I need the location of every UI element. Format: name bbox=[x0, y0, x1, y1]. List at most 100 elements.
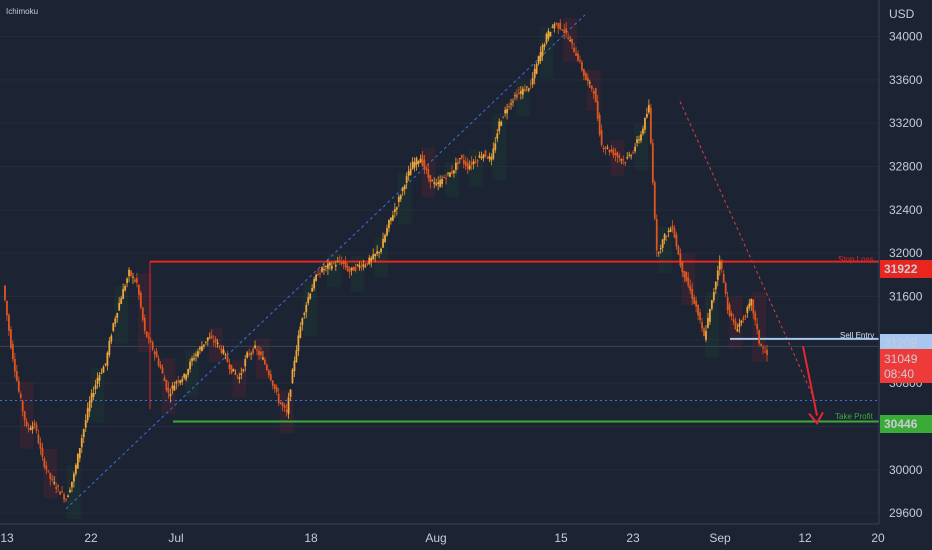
candle-body bbox=[244, 359, 247, 367]
candle-body bbox=[541, 45, 544, 56]
candle-body bbox=[67, 495, 69, 498]
candle-body bbox=[521, 88, 524, 95]
y-tick-label: 29600 bbox=[889, 506, 923, 520]
candle-body bbox=[376, 251, 379, 254]
candle-body bbox=[397, 196, 400, 202]
candle-body bbox=[260, 351, 262, 356]
candle-body bbox=[84, 420, 87, 428]
candle-body bbox=[649, 107, 652, 144]
cloud-patch bbox=[19, 381, 34, 449]
candle-body bbox=[535, 63, 538, 74]
candle-body bbox=[116, 313, 119, 318]
candle-body bbox=[21, 400, 24, 412]
candle-body bbox=[679, 253, 682, 266]
candle-body bbox=[659, 248, 662, 250]
candle-body bbox=[43, 458, 46, 467]
candle-body bbox=[504, 109, 507, 114]
candle-body bbox=[240, 373, 243, 375]
candle-body bbox=[427, 169, 430, 178]
candle-body bbox=[671, 225, 674, 230]
candle-body bbox=[287, 397, 290, 415]
candle-body bbox=[661, 239, 664, 248]
candle-body bbox=[714, 281, 717, 290]
candle-body bbox=[161, 367, 164, 374]
candle-body bbox=[391, 215, 394, 221]
candle-body bbox=[222, 349, 225, 354]
candle-body bbox=[429, 175, 432, 183]
candle-body bbox=[669, 229, 672, 233]
candle-body bbox=[441, 178, 444, 184]
candle-body bbox=[390, 217, 392, 221]
time-axis[interactable]: 13 22 Jul 18 Aug 15 23 Sep 12 20 bbox=[0, 531, 885, 545]
candle-body bbox=[407, 171, 410, 176]
candle-body bbox=[372, 254, 375, 260]
candle-body bbox=[273, 384, 276, 390]
candle-body bbox=[439, 180, 442, 187]
candle-body bbox=[604, 147, 607, 150]
candle-body bbox=[181, 379, 184, 382]
candle-body bbox=[199, 347, 201, 350]
cloud-patch bbox=[90, 367, 105, 423]
candle-body bbox=[610, 149, 613, 152]
candle-body bbox=[701, 322, 703, 329]
candle-body bbox=[55, 487, 58, 489]
candle-body bbox=[474, 161, 477, 163]
projection-arrowhead bbox=[808, 411, 824, 426]
candle-body bbox=[248, 353, 251, 355]
candle-body bbox=[732, 319, 735, 322]
candle-body bbox=[163, 377, 166, 382]
candle-body bbox=[311, 287, 314, 292]
candle-body bbox=[252, 348, 254, 354]
candle-body bbox=[291, 369, 294, 384]
candle-body bbox=[677, 246, 680, 255]
candle-body bbox=[350, 267, 353, 271]
candle-body bbox=[317, 274, 319, 276]
cloud-patch bbox=[445, 161, 459, 198]
candle-body bbox=[484, 150, 487, 157]
take-profit-price-tag: 30446 bbox=[880, 415, 932, 433]
candle-body bbox=[226, 356, 229, 363]
cloud-patch bbox=[704, 291, 719, 358]
candle-body bbox=[301, 318, 304, 326]
candle-body bbox=[596, 101, 599, 119]
candle-body bbox=[409, 168, 412, 176]
candle-body bbox=[374, 253, 377, 257]
candle-body bbox=[451, 171, 453, 174]
candle-body bbox=[173, 385, 176, 391]
candle-body bbox=[293, 360, 296, 372]
candle-body bbox=[508, 105, 510, 108]
candle-body bbox=[488, 156, 491, 159]
candle-body bbox=[360, 267, 363, 269]
candle-body bbox=[334, 264, 337, 267]
candle-body bbox=[124, 286, 126, 291]
candle-body bbox=[210, 335, 213, 338]
candle-body bbox=[364, 265, 367, 267]
candle-body bbox=[325, 265, 327, 267]
candle-body bbox=[299, 326, 302, 338]
candle-body bbox=[590, 85, 593, 89]
candle-body bbox=[53, 482, 56, 484]
candle-body bbox=[236, 375, 239, 377]
candle-body bbox=[338, 260, 341, 263]
sell-entry-price-tag: 31209 bbox=[880, 334, 932, 352]
projection-arrow bbox=[802, 346, 824, 426]
candle-body bbox=[622, 159, 625, 161]
candle-body bbox=[586, 77, 589, 82]
candle-body bbox=[358, 264, 361, 268]
candle-body bbox=[169, 393, 172, 397]
candle-body bbox=[262, 357, 264, 360]
cloud-patch bbox=[634, 124, 648, 171]
candle-body bbox=[37, 434, 40, 444]
candle-body bbox=[549, 31, 552, 37]
candle-body bbox=[362, 264, 365, 267]
indicator-legend[interactable]: Ichimoku bbox=[6, 7, 38, 16]
candle-body bbox=[447, 172, 449, 174]
candle-body bbox=[752, 299, 755, 314]
candle-body bbox=[510, 103, 512, 105]
candle-body bbox=[687, 277, 690, 286]
candle-body bbox=[267, 370, 270, 376]
candle-body bbox=[216, 342, 219, 345]
candle-body bbox=[354, 266, 357, 271]
candle-body bbox=[531, 78, 534, 85]
